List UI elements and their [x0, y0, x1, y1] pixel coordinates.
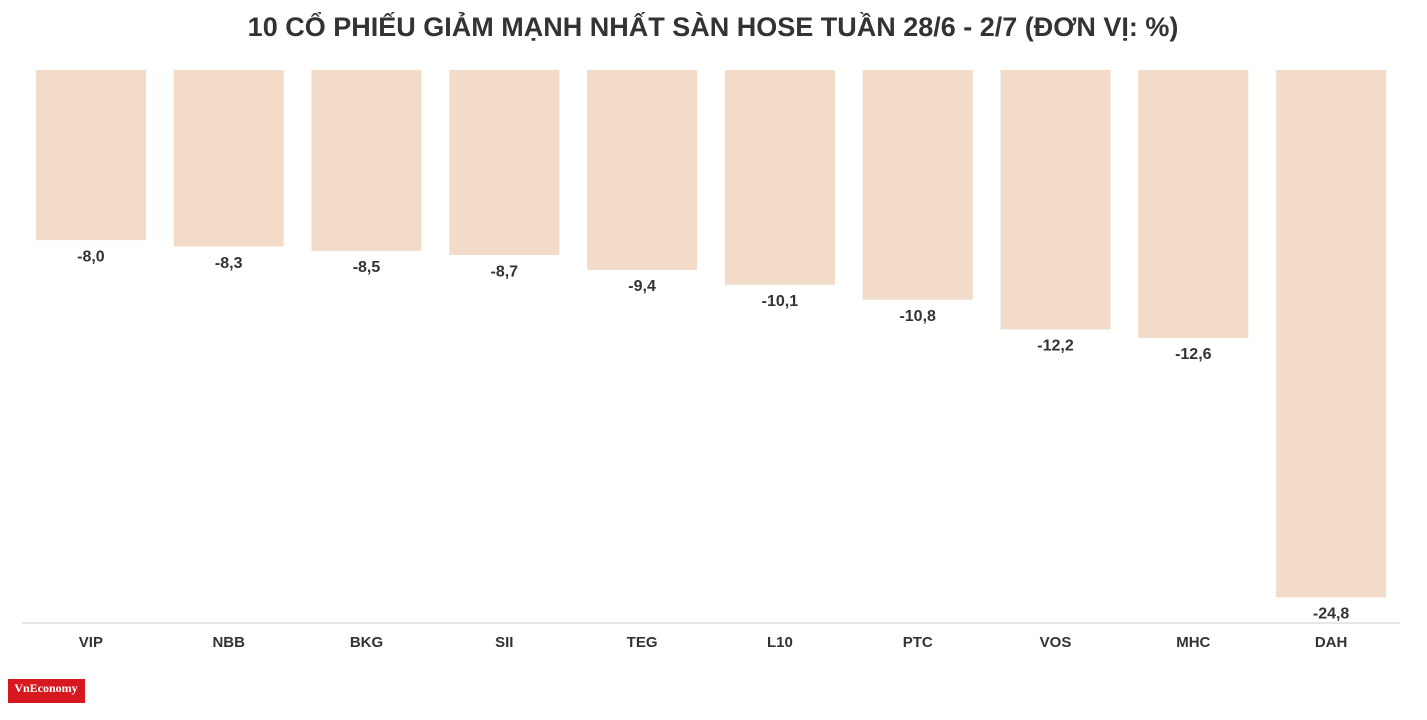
- value-label: -12,2: [1037, 338, 1074, 355]
- value-label: -10,1: [762, 293, 799, 310]
- x-tick-label: BKG: [350, 634, 383, 651]
- bar: [724, 70, 835, 285]
- x-tick-label: NBB: [212, 634, 245, 651]
- x-tick-label: L10: [767, 634, 793, 651]
- bar: [1276, 70, 1387, 598]
- bar: [449, 70, 560, 256]
- value-label: -8,7: [491, 263, 519, 280]
- x-tick-label: MHC: [1176, 634, 1210, 651]
- x-tick-label: PTC: [903, 634, 933, 651]
- bar: [587, 70, 698, 270]
- bar: [173, 70, 284, 247]
- chart-title: 10 CỔ PHIẾU GIẢM MẠNH NHẤT SÀN HOSE TUẦN…: [248, 10, 1179, 42]
- value-label: -8,3: [215, 255, 243, 272]
- bar: [1000, 70, 1111, 330]
- bar: [35, 70, 146, 241]
- bar: [1138, 70, 1249, 338]
- bar: [862, 70, 973, 300]
- bar: [311, 70, 422, 251]
- value-label: -10,8: [899, 308, 936, 325]
- value-label: -8,0: [77, 248, 105, 265]
- logo-box: [8, 679, 85, 703]
- x-tick-label: VOS: [1040, 634, 1072, 651]
- x-tick-label: TEG: [627, 634, 658, 651]
- x-tick-label: VIP: [79, 634, 103, 651]
- value-label: -24,8: [1313, 606, 1350, 623]
- logo: VnEconomy: [14, 681, 77, 695]
- value-label: -8,5: [353, 259, 381, 276]
- value-label: -9,4: [628, 278, 656, 295]
- x-tick-label: DAH: [1315, 634, 1348, 651]
- x-tick-label: SII: [495, 634, 513, 651]
- value-label: -12,6: [1175, 346, 1212, 363]
